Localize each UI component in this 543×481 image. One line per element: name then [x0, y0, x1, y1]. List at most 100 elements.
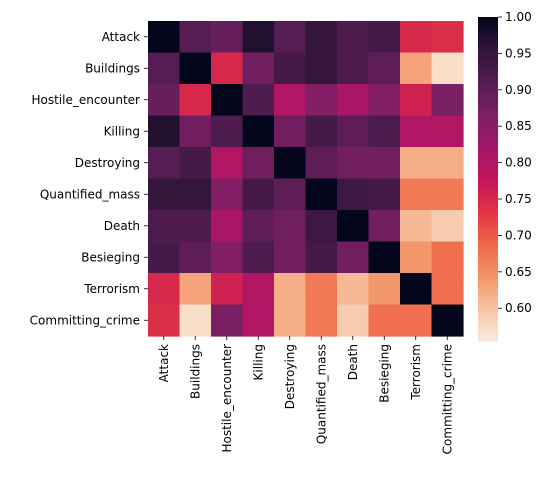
- colorbar-strip: [478, 297, 498, 302]
- colorbar: 0.60 0.65 0.70 0.75 0.80 0.85 0.90 0.95 1.00: [478, 10, 532, 342]
- colorbar-strip: [478, 130, 498, 134]
- colorbar-strip: [478, 44, 498, 48]
- colorbar-strip: [478, 146, 498, 150]
- colorbar-strip: [478, 184, 498, 188]
- colorbar-strip: [478, 160, 498, 164]
- colorbar-strip: [478, 335, 498, 339]
- colorbar-strip: [478, 179, 498, 183]
- heatmap-cell-1-2: [211, 52, 244, 85]
- colorbar-strip: [478, 214, 498, 218]
- heatmap-cell-2-9: [431, 84, 464, 117]
- heatmap-cell-2-4: [274, 84, 307, 117]
- heatmap-cell-4-3: [242, 147, 275, 180]
- y-tick-label: Killing: [104, 124, 140, 138]
- y-tick-label: Hostile_encounter: [31, 93, 140, 107]
- heatmap-cell-5-1: [179, 178, 212, 211]
- colorbar-strip: [478, 35, 498, 40]
- heatmap-cell-9-1: [179, 304, 212, 337]
- heatmap-cell-3-3: [242, 115, 275, 148]
- colorbar-strip: [478, 243, 498, 248]
- colorbar-strip: [478, 81, 498, 86]
- colorbar-tick-label: 0.85: [505, 119, 532, 133]
- colorbar-strip: [478, 189, 498, 194]
- heatmap-cell-2-5: [305, 84, 338, 117]
- colorbar-strip: [478, 300, 498, 304]
- colorbar-tick-label: 0.65: [505, 265, 532, 279]
- colorbar-strip: [478, 219, 498, 223]
- colorbar-strip: [478, 276, 498, 280]
- y-tick-label: Death: [104, 219, 140, 233]
- heatmap-cell-4-5: [305, 147, 338, 180]
- colorbar-strip: [478, 54, 498, 59]
- heatmap-cell-3-5: [305, 115, 338, 148]
- colorbar-strip: [478, 49, 498, 53]
- heatmap-cell-7-0: [148, 241, 181, 274]
- colorbar-strip: [478, 254, 498, 258]
- heatmap-cell-5-7: [368, 178, 401, 211]
- heatmap-cell-1-6: [337, 52, 370, 85]
- heatmap-cell-4-1: [179, 147, 212, 180]
- colorbar-strip: [478, 324, 498, 329]
- heatmap-cell-0-0: [148, 21, 181, 54]
- colorbar-strip: [478, 284, 498, 288]
- colorbar-strip: [478, 233, 498, 237]
- colorbar-strip: [478, 270, 498, 275]
- heatmap-cell-5-4: [274, 178, 307, 211]
- heatmap-cell-8-8: [400, 273, 433, 306]
- colorbar-strip: [478, 208, 498, 212]
- colorbar-strip: [478, 68, 498, 72]
- heatmap-cell-9-8: [400, 304, 433, 337]
- colorbar-tick-label: 0.90: [505, 83, 532, 97]
- heatmap-cell-7-8: [400, 241, 433, 274]
- colorbar-strip: [478, 268, 498, 272]
- y-tick-label: Terrorism: [83, 282, 140, 296]
- heatmap-cell-5-3: [242, 178, 275, 211]
- colorbar-strip: [478, 46, 498, 50]
- heatmap-cell-0-7: [368, 21, 401, 54]
- colorbar-strip: [478, 38, 498, 42]
- colorbar-strip: [478, 227, 498, 231]
- colorbar-strip: [478, 246, 498, 250]
- colorbar-strip: [478, 165, 498, 169]
- colorbar-strip: [478, 108, 498, 113]
- colorbar-strip: [478, 295, 498, 299]
- heatmap-cell-4-4: [274, 147, 307, 180]
- heatmap-cell-2-0: [148, 84, 181, 117]
- heatmap-cell-1-8: [400, 52, 433, 85]
- heatmap-cell-2-3: [242, 84, 275, 117]
- colorbar-strip: [478, 224, 498, 229]
- colorbar-tick-label: 0.80: [505, 156, 532, 170]
- x-tick-label: Committing_crime: [440, 344, 454, 454]
- heatmap-cell-4-8: [400, 147, 433, 180]
- heatmap-cell-9-2: [211, 304, 244, 337]
- heatmap-cell-2-1: [179, 84, 212, 117]
- heatmap-cell-5-9: [431, 178, 464, 211]
- colorbar-strip: [478, 76, 498, 80]
- colorbar-strip: [478, 71, 498, 75]
- heatmap-cell-5-0: [148, 178, 181, 211]
- heatmap-cell-4-0: [148, 147, 181, 180]
- colorbar-strip: [478, 73, 498, 77]
- heatmap-cells: [148, 21, 464, 337]
- colorbar-strip: [478, 92, 498, 96]
- colorbar-strip: [478, 322, 498, 326]
- heatmap-cell-5-5: [305, 178, 338, 211]
- heatmap-cell-6-4: [274, 210, 307, 243]
- heatmap-cell-1-4: [274, 52, 307, 85]
- heatmap-cell-1-3: [242, 52, 275, 85]
- colorbar-strip: [478, 287, 498, 291]
- heatmap-cell-3-9: [431, 115, 464, 148]
- colorbar-strip: [478, 181, 498, 185]
- colorbar-strip: [478, 33, 498, 37]
- colorbar-strip: [478, 122, 498, 126]
- heatmap-cell-7-9: [431, 241, 464, 274]
- x-tick-label: Destroying: [283, 344, 297, 409]
- colorbar-strip: [478, 338, 498, 342]
- heatmap-cell-6-1: [179, 210, 212, 243]
- heatmap-cell-0-8: [400, 21, 433, 54]
- colorbar-strip: [478, 187, 498, 191]
- heatmap-cell-6-6: [337, 210, 370, 243]
- heatmap-cell-6-0: [148, 210, 181, 243]
- colorbar-strip: [478, 265, 498, 269]
